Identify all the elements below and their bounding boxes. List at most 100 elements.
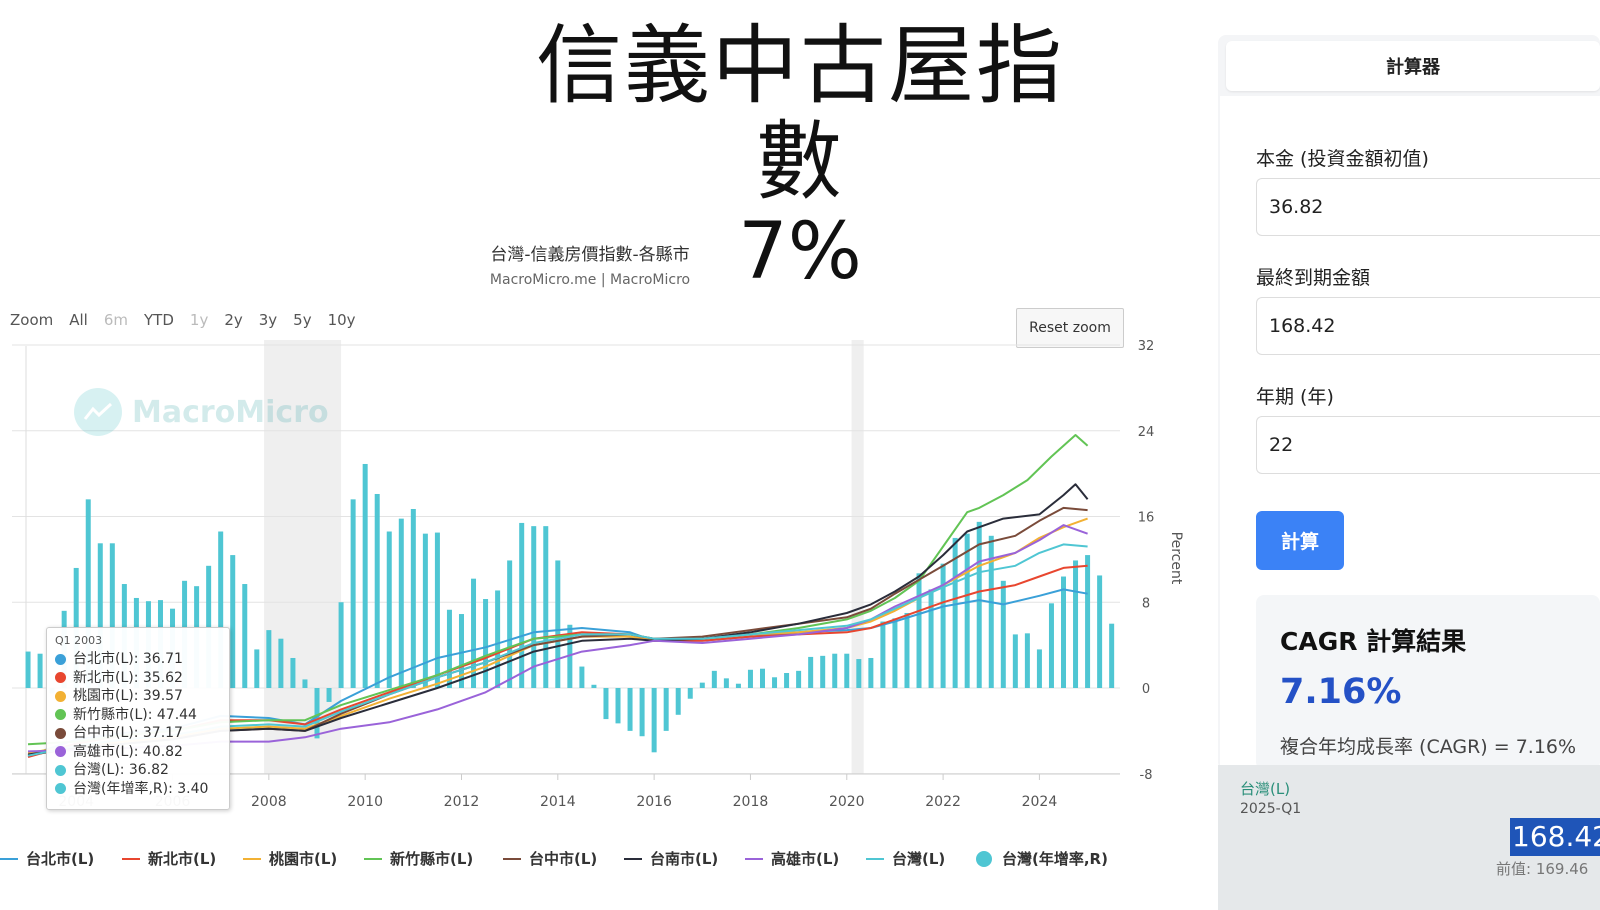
- mini-date: 2025-Q1: [1240, 801, 1302, 817]
- yoy-bar: [109, 543, 115, 688]
- taipei-line: [27, 588, 1088, 757]
- yoy-bar: [362, 463, 368, 688]
- taoyuan-line: [27, 517, 1088, 754]
- legend-label: 台北市(L): [26, 850, 95, 868]
- tooltip-row-label: 台灣(年增率,R): 3.40: [73, 780, 209, 797]
- yoy-bar: [651, 688, 657, 753]
- tooltip-header: Q1 2003: [55, 634, 103, 647]
- legend-item[interactable]: 台中市(L): [503, 848, 597, 869]
- years-input[interactable]: 22: [1256, 416, 1600, 474]
- legend-item[interactable]: 桃園市(L): [243, 848, 337, 869]
- yoy-bar: [37, 653, 43, 688]
- yoy-bar: [615, 688, 621, 724]
- yoy-bar: [1085, 555, 1091, 688]
- tooltip-dot-icon: [55, 672, 66, 684]
- result-title: CAGR 計算結果: [1280, 627, 1467, 656]
- yoy-bar: [314, 688, 320, 739]
- yoy-bar: [1012, 634, 1018, 688]
- yoy-bar: [1036, 649, 1042, 688]
- tooltip-row: 台灣(年增率,R): 3.40: [55, 780, 221, 799]
- zoom-1y-button[interactable]: 1y: [189, 311, 209, 329]
- yoy-bar: [302, 679, 308, 688]
- mini-value: 168.42: [1510, 818, 1600, 856]
- yoy-bar: [687, 688, 693, 699]
- yoy-bar: [555, 560, 561, 688]
- y-axis-title: Percent: [1168, 532, 1184, 585]
- final-amount-input[interactable]: 168.42: [1256, 297, 1600, 355]
- x-tick-label: 2024: [1022, 794, 1058, 810]
- yoy-bar: [242, 584, 248, 688]
- yoy-bar: [844, 653, 850, 688]
- yoy-bar: [1097, 575, 1103, 688]
- tooltip-row: 台灣(L): 36.82: [55, 761, 221, 780]
- reset-zoom-button[interactable]: Reset zoom: [1016, 308, 1124, 348]
- yoy-bar: [904, 612, 910, 688]
- x-tick-label: 2020: [829, 794, 865, 810]
- y-tick-label: 24: [1138, 425, 1155, 440]
- yoy-bar: [519, 522, 525, 688]
- yoy-bar: [832, 653, 838, 688]
- yoy-bar: [1000, 580, 1006, 688]
- legend-item[interactable]: 台南市(L): [624, 848, 718, 869]
- yoy-bar: [290, 657, 296, 688]
- yoy-bar: [338, 602, 344, 688]
- yoy-bar: [663, 688, 669, 731]
- yoy-bar: [796, 670, 802, 688]
- yoy-bar: [398, 518, 404, 688]
- yoy-bar: [446, 609, 452, 688]
- yoy-bar: [206, 565, 212, 688]
- zoom-bar: Zoom All 6m YTD 1y 2y 3y 5y 10y: [10, 311, 372, 329]
- tooltip-row: 台中市(L): 37.17: [55, 724, 221, 743]
- zoom-2y-button[interactable]: 2y: [224, 311, 243, 329]
- yoy-bar: [880, 621, 886, 688]
- legend-label: 高雄市(L): [771, 850, 840, 868]
- x-tick-label: 2018: [733, 794, 769, 810]
- legend-item[interactable]: 新北市(L): [122, 848, 216, 869]
- legend-label: 新北市(L): [148, 850, 217, 868]
- legend-line-icon: [866, 857, 884, 860]
- legend-item[interactable]: 台北市(L): [0, 848, 94, 869]
- legend-label: 新竹縣市(L): [390, 850, 474, 868]
- yoy-bar: [675, 688, 681, 715]
- zoom-3y-button[interactable]: 3y: [258, 311, 278, 329]
- yoy-bar: [976, 521, 982, 688]
- result-value: 7.16%: [1280, 672, 1402, 712]
- x-tick-label: 2010: [347, 794, 383, 810]
- legend-item[interactable]: 台灣(L): [866, 848, 945, 869]
- tooltip-row-label: 台灣(L): 36.82: [73, 762, 169, 778]
- y-tick-label: 0: [1142, 682, 1150, 697]
- zoom-ytd-button[interactable]: YTD: [144, 311, 174, 329]
- y-tick-label: 8: [1142, 596, 1150, 611]
- yoy-bar: [735, 683, 741, 688]
- principal-input[interactable]: 36.82: [1256, 178, 1600, 236]
- principal-label: 本金 (投資金額初值): [1256, 148, 1429, 170]
- yoy-bar: [747, 669, 753, 688]
- result-box: [1256, 595, 1600, 770]
- tooltip-dot-icon: [55, 783, 66, 795]
- chart-title: 台灣-信義房價指數-各縣市: [490, 245, 690, 265]
- zoom-all-button[interactable]: All: [69, 311, 88, 329]
- yoy-bar: [988, 535, 994, 688]
- shaded-period: [851, 340, 864, 774]
- yoy-bar: [928, 589, 934, 688]
- legend-line-icon: [503, 857, 521, 860]
- yoy-bar: [543, 526, 549, 688]
- zoom-5y-button[interactable]: 5y: [293, 311, 312, 329]
- tooltip-dot-icon: [55, 727, 66, 739]
- yoy-bar: [699, 682, 705, 688]
- legend-item[interactable]: 新竹縣市(L): [364, 848, 473, 869]
- years-label: 年期 (年): [1256, 386, 1334, 408]
- tainan-line: [27, 483, 1089, 756]
- legend-item[interactable]: 高雄市(L): [745, 848, 839, 869]
- legend-line-icon: [624, 857, 642, 860]
- chart-tooltip: Q1 2003 台北市(L): 36.71 新北市(L): 35.62 桃園市(L)…: [46, 627, 230, 810]
- yoy-bar: [856, 659, 862, 688]
- zoom-6m-button[interactable]: 6m: [103, 311, 129, 329]
- calculate-button[interactable]: 計算: [1256, 511, 1344, 570]
- zoom-10y-button[interactable]: 10y: [327, 311, 356, 329]
- chart-source: MacroMicro.me | MacroMicro: [489, 272, 691, 288]
- yoy-bar: [1073, 560, 1079, 688]
- yoy-bar: [1024, 633, 1030, 688]
- legend-item[interactable]: 台灣(年增率,R): [972, 848, 1108, 869]
- yoy-bar: [808, 656, 814, 688]
